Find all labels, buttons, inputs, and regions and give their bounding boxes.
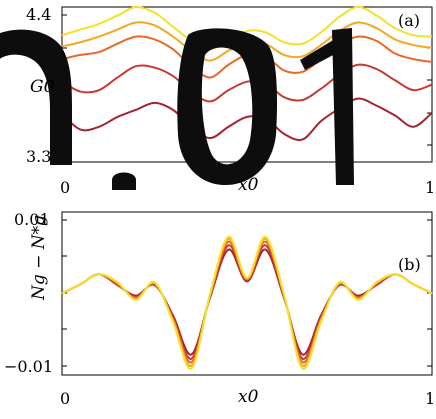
panel-b-series — [61, 235, 433, 370]
panel-b-ylabel: Ng − N*g — [29, 215, 49, 301]
panel-a-series-line-4 — [61, 63, 433, 103]
panel-b-ytick-bottom: −0.01 — [4, 357, 53, 376]
panel-a-xlabel: x0 — [238, 175, 259, 195]
panel-a-xtick-right: 1 — [425, 178, 435, 197]
panel-a-ytick-top: 4.4 — [26, 5, 51, 24]
panel-a-background-glyphs — [0, 28, 354, 190]
panel-a-series — [61, 5, 433, 141]
panel-a-label: (a) — [398, 11, 420, 30]
panel-a-series-line-1 — [61, 5, 433, 51]
panel-b-xtick-right: 1 — [425, 389, 435, 408]
panel-b-xlabel: x0 — [238, 387, 259, 407]
panel-b-series-line-1 — [61, 248, 433, 356]
panel-a-ylabel: G0 — [30, 77, 55, 97]
panel-a-xtick-left: 0 — [60, 178, 70, 197]
panel-b-series-line-2 — [61, 244, 433, 360]
panel-b-label: (b) — [398, 255, 421, 274]
panel-a: (a) 4.4 3.3 0 1 x0 G0 — [0, 5, 435, 197]
panel-b-ytick-top: 0.01 — [14, 210, 50, 229]
panel-b-frame — [61, 211, 433, 376]
panel-b-series-line-5 — [61, 235, 433, 370]
panel-b-axis-ticks — [62, 219, 432, 367]
panel-b: (b) 0.01 −0.01 0 1 x0 Ng − N*g — [4, 210, 435, 408]
panel-b-xtick-left: 0 — [60, 389, 70, 408]
panel-a-series-line-5 — [61, 97, 433, 141]
panel-b-series-line-3 — [61, 240, 433, 364]
panel-b-series-line-4 — [61, 237, 433, 367]
panel-a-ytick-bottom: 3.3 — [26, 147, 51, 166]
